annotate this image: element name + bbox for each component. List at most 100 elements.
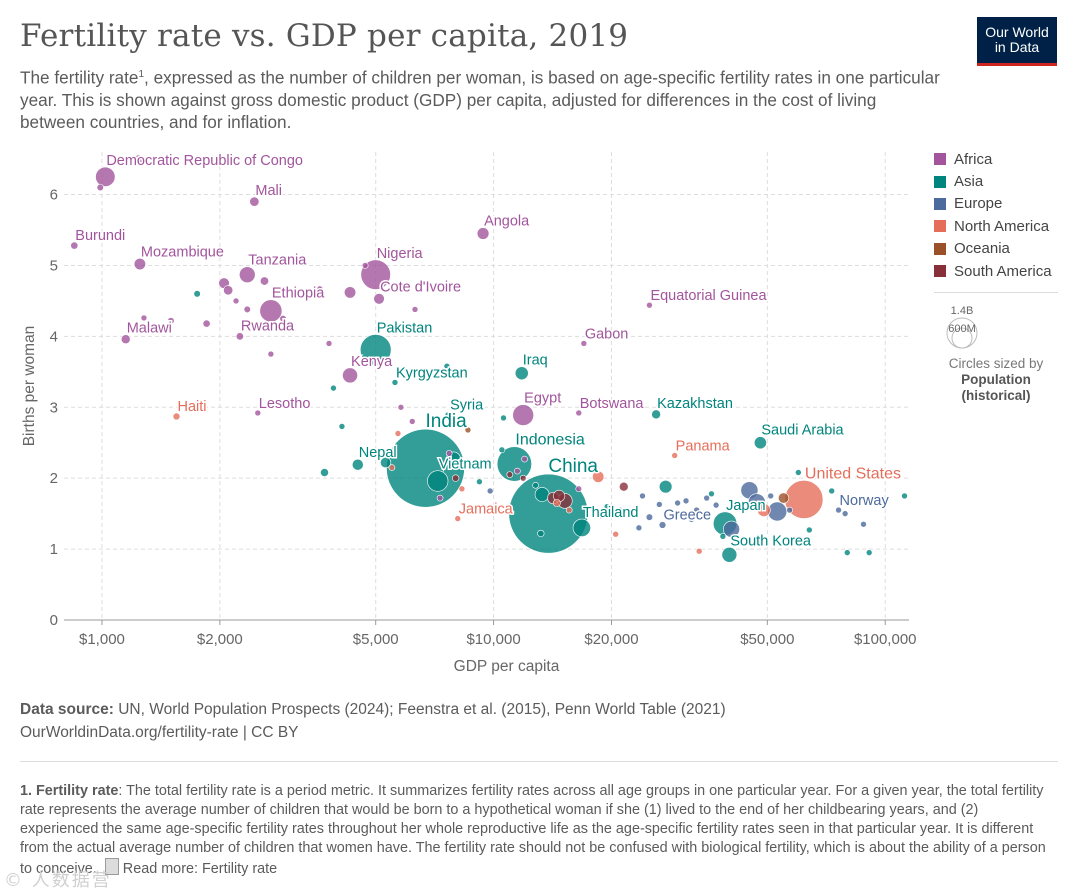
data-point[interactable] [380,457,392,469]
point-thailand[interactable] [572,518,591,537]
data-point[interactable] [498,446,506,454]
legend-item-north-america[interactable]: North America [934,215,1052,237]
data-point[interactable] [282,323,290,332]
point-kenya[interactable] [342,367,358,384]
data-point[interactable] [575,485,583,493]
legend-item-europe[interactable]: Europe [934,193,1052,215]
owid-logo[interactable]: Our World in Data [977,17,1057,66]
point-democratic-republic-of-congo[interactable] [95,166,116,187]
data-point[interactable] [193,290,201,298]
data-point[interactable] [223,285,234,296]
footnote-ref[interactable]: 1 [138,69,145,80]
data-point[interactable] [365,451,373,459]
data-point[interactable] [532,481,539,489]
legend-item-africa[interactable]: Africa [934,148,1052,170]
data-point[interactable] [537,529,545,538]
data-point[interactable] [361,262,369,269]
data-point[interactable] [320,468,329,477]
data-point[interactable] [795,469,802,476]
point-lesotho[interactable] [254,409,262,417]
data-point[interactable] [592,470,605,483]
data-point[interactable] [682,497,690,505]
data-point[interactable] [734,503,741,510]
data-point[interactable] [134,154,144,164]
data-point[interactable] [635,524,643,532]
data-point[interactable] [325,340,333,347]
point-botswana[interactable] [575,409,583,417]
data-point[interactable] [486,487,494,495]
data-point[interactable] [506,471,514,478]
data-point[interactable] [708,490,715,498]
data-point[interactable] [500,414,507,422]
point-indonesia[interactable] [496,446,532,482]
point-egypt[interactable] [512,404,534,426]
data-point[interactable] [458,485,466,493]
data-point[interactable] [612,530,619,538]
data-point[interactable] [757,503,771,517]
point-vietnam[interactable] [427,470,449,492]
point-mali[interactable] [249,196,260,207]
data-point[interactable] [259,276,269,286]
data-point[interactable] [552,499,561,507]
legend-item-oceania[interactable]: Oceania [934,238,1052,260]
data-point[interactable] [565,506,573,514]
read-more-link[interactable]: Read more: Fertility rate [122,861,278,877]
point-kyrgyzstan[interactable] [391,379,399,386]
point-greece[interactable] [658,521,667,529]
data-point[interactable] [243,305,251,314]
point-haiti[interactable] [172,412,181,421]
data-point[interactable] [267,350,275,358]
point-saudi-arabia[interactable] [753,436,767,450]
data-point[interactable] [436,494,444,502]
data-point[interactable] [703,494,710,502]
data-point[interactable] [688,516,695,523]
data-point[interactable] [603,503,611,510]
data-point[interactable] [526,435,534,443]
point-nepal[interactable] [351,458,364,471]
data-point[interactable] [411,306,419,313]
point-tanzania[interactable] [238,266,256,283]
data-point[interactable] [445,450,453,457]
data-point[interactable] [464,426,472,434]
point-norway[interactable] [835,506,842,514]
data-point[interactable] [279,315,287,323]
data-point[interactable] [860,520,867,528]
point-malawi[interactable] [120,334,131,345]
data-point[interactable] [843,549,851,556]
data-point[interactable] [394,430,402,437]
data-point[interactable] [521,455,528,463]
data-point[interactable] [514,467,521,475]
data-point[interactable] [767,492,775,500]
data-point[interactable] [865,549,873,556]
point-rwanda[interactable] [235,332,244,341]
point-jamaica[interactable] [454,515,462,522]
data-point[interactable] [316,285,324,293]
point-gabon[interactable] [580,340,588,347]
point-south-korea[interactable] [721,546,738,563]
point-iraq[interactable] [514,366,529,381]
data-point[interactable] [167,317,175,325]
data-point[interactable] [828,487,836,495]
data-point[interactable] [639,492,646,500]
data-point[interactable] [695,547,703,555]
data-point[interactable] [767,501,788,522]
data-point[interactable] [330,384,337,392]
data-point[interactable] [719,533,727,540]
data-point[interactable] [723,520,740,538]
point-syria[interactable] [444,411,454,421]
data-point[interactable] [645,513,654,521]
data-point[interactable] [140,314,148,322]
point-panama[interactable] [671,452,678,459]
data-point[interactable] [806,526,813,534]
point-pakistan[interactable] [359,334,392,366]
data-point[interactable] [693,506,700,514]
point-ethiopia[interactable] [259,299,283,323]
point-equatorial-guinea[interactable] [646,301,653,309]
point-china[interactable] [508,473,589,554]
data-point[interactable] [777,492,790,504]
data-point[interactable] [534,487,550,502]
data-point[interactable] [616,506,624,514]
point-burundi[interactable] [70,241,79,250]
point-nigeria[interactable] [360,259,391,290]
point-cote-d-ivoire[interactable] [373,293,385,305]
